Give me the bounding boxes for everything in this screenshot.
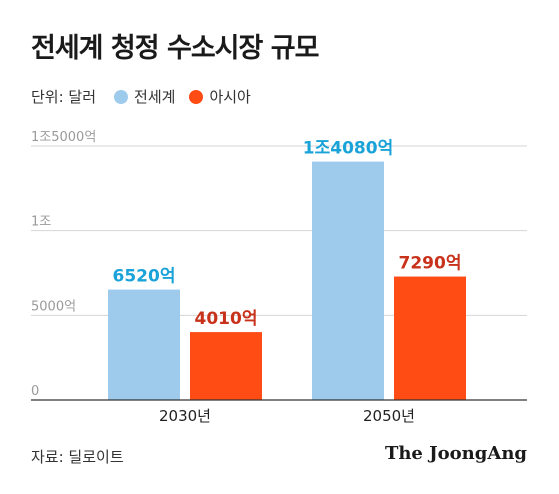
legend-label-world: 전세계 (134, 88, 176, 106)
legend-item-world: 전세계 (114, 86, 175, 107)
bar-world-1 (312, 161, 384, 400)
unit-label: 단위: 달러 (31, 88, 97, 106)
brand-logo: The JoongAng (384, 443, 527, 464)
x-tick-label-0: 2030년 (159, 407, 211, 425)
data-label-asia-1: 7290억 (399, 254, 462, 274)
y-tick-label-1: 5000억 (31, 299, 76, 314)
y-tick-label-2: 1조 (31, 215, 51, 230)
bar-asia-0 (190, 332, 262, 400)
chart-title: 전세계 청정 수소시장 규모 (31, 33, 319, 64)
bar-asia-1 (394, 276, 466, 400)
y-tick-label-3: 1조5000억 (31, 130, 96, 145)
legend-swatch-world (114, 89, 129, 104)
legend: 단위: 달러 전세계 아시아 (31, 86, 265, 107)
data-label-world-1: 1조4080억 (303, 139, 393, 159)
data-label-world-0: 6520억 (113, 267, 176, 287)
data-label-asia-0: 4010억 (195, 309, 258, 329)
legend-item-asia: 아시아 (189, 86, 251, 107)
legend-swatch-asia (189, 89, 204, 104)
source-note: 자료: 딜로이트 (31, 448, 124, 466)
legend-label-asia: 아시아 (209, 88, 251, 106)
x-tick-label-1: 2050년 (363, 407, 415, 425)
y-tick-label-0: 0 (31, 384, 39, 399)
bar-world-0 (108, 289, 180, 400)
